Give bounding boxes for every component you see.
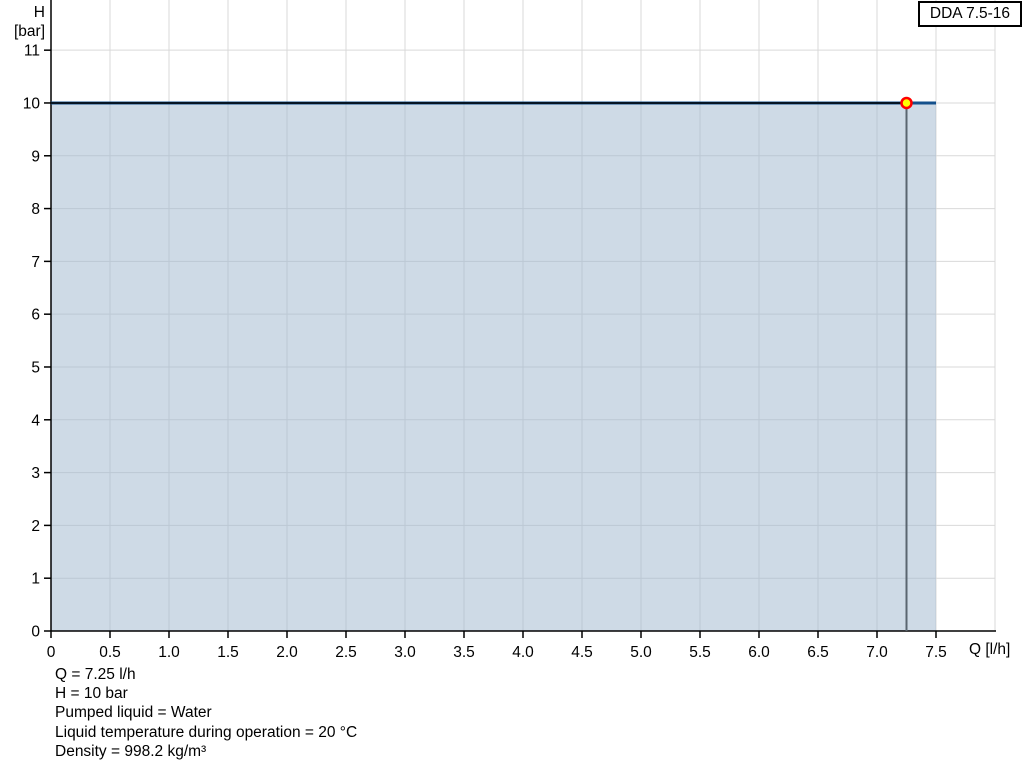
- y-axis-quantity: H: [33, 4, 45, 21]
- y-tick-label: 6: [31, 307, 40, 324]
- x-tick-label: 2.5: [335, 644, 357, 661]
- y-tick-label: 10: [23, 95, 41, 112]
- operating-conditions: Q = 7.25 l/h H = 10 bar Pumped liquid = …: [55, 665, 357, 761]
- x-tick-label: 2.0: [276, 644, 298, 661]
- x-tick-label: 4.0: [512, 644, 534, 661]
- footer-line-head: H = 10 bar: [55, 685, 128, 703]
- x-tick-label: 0: [47, 644, 56, 661]
- x-tick-label: 7.0: [866, 644, 888, 661]
- y-tick-label: 4: [31, 412, 40, 429]
- x-tick-label: 6.5: [807, 644, 829, 661]
- y-tick-label: 0: [31, 624, 40, 641]
- x-tick-label: 5.0: [630, 644, 652, 661]
- x-axis-label: Q [l/h]: [969, 641, 1011, 658]
- x-tick-label: 7.5: [925, 644, 947, 661]
- y-tick-label: 5: [31, 359, 40, 376]
- footer-line-density: Density = 998.2 kg/m³: [55, 742, 207, 760]
- y-tick-label: 2: [31, 518, 40, 535]
- x-tick-label: 0.5: [99, 644, 121, 661]
- x-tick-label: 6.0: [748, 644, 770, 661]
- y-tick-label: 1: [31, 571, 40, 588]
- pump-model-label: DDA 7.5-16: [918, 1, 1022, 27]
- x-tick-label: 1.5: [217, 644, 239, 661]
- y-tick-label: 11: [24, 43, 40, 60]
- x-tick-label: 5.5: [689, 644, 711, 661]
- y-axis-unit: [bar]: [13, 23, 45, 40]
- y-tick-label: 9: [31, 148, 40, 165]
- y-axis-label: H [bar]: [0, 3, 45, 41]
- y-tick-label: 8: [31, 201, 40, 218]
- x-tick-label: 1.0: [158, 644, 180, 661]
- footer-line-temperature: Liquid temperature during operation = 20…: [55, 723, 358, 741]
- x-tick-label: 3.0: [394, 644, 416, 661]
- x-tick-label: 3.5: [453, 644, 475, 661]
- x-tick-label: 4.5: [571, 644, 593, 661]
- allowed-operating-area: [51, 102, 936, 631]
- footer-line-flow: Q = 7.25 l/h: [55, 666, 136, 683]
- footer-line-liquid: Pumped liquid = Water: [55, 704, 212, 722]
- chart-area: 0 1 2 3 4 5 6 7 8 9 10 11 0 0.5 1.0 1.5 2.0 2.5 3.0 3.5 4.0 4…: [0, 0, 1022, 661]
- pump-curve-chart: 0 1 2 3 4 5 6 7 8 9 10 11 0 0.5 1.0 1.5 2.0 2.5 3.0 3.5 4.0 4…: [23, 0, 996, 661]
- y-tick-label: 3: [31, 465, 40, 482]
- operating-point-marker[interactable]: [900, 96, 913, 110]
- y-tick-label: 7: [31, 254, 40, 271]
